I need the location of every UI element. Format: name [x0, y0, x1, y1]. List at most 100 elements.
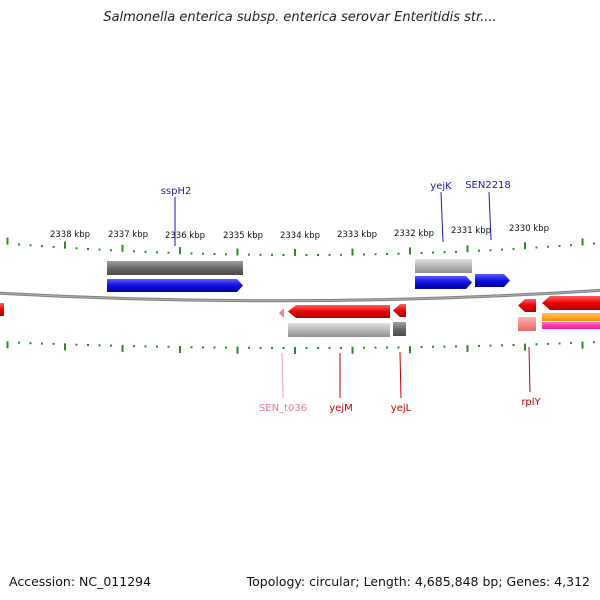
ruler-label: 2337 kbp: [108, 230, 148, 240]
ruler-tick-minor: [420, 252, 423, 254]
ruler-tick-minor: [98, 344, 101, 347]
gene-orange-block[interactable]: [542, 313, 600, 321]
ruler-tick-minor: [259, 253, 262, 256]
cds-left-edge[interactable]: [0, 303, 4, 316]
ruler-tick-minor: [317, 254, 319, 256]
ruler-tick-minor: [225, 346, 227, 349]
ruler-tick-minor: [133, 345, 135, 348]
ruler-tick-major: [179, 247, 181, 255]
ruler-tick-minor: [144, 345, 147, 348]
accession-text: Accession: NC_011294: [9, 574, 152, 589]
genome-summary-text: Topology: circular; Length: 4,685,848 bp…: [246, 574, 590, 589]
ruler-tick-major: [121, 344, 124, 352]
ruler-label: 2338 kbp: [50, 230, 90, 240]
ruler-tick-minor: [98, 248, 101, 251]
ruler-tick-minor: [512, 344, 515, 346]
ruler-tick-major: [236, 248, 239, 256]
ruler-tick-minor: [52, 342, 55, 345]
ruler-tick-minor: [225, 253, 227, 256]
ruler-tick-minor: [29, 244, 32, 247]
ruler-label: 2331 kbp: [451, 226, 491, 236]
ruler-tick-minor: [282, 347, 285, 349]
ruler-tick-minor: [52, 245, 55, 248]
gene-label-yejK[interactable]: yejK: [430, 181, 452, 192]
ruler-tick-major: [294, 249, 296, 256]
gene-label-SEN_t036[interactable]: SEN_t036: [259, 403, 307, 414]
cds-SEN2218[interactable]: [475, 274, 510, 287]
ruler-tick-minor: [18, 341, 20, 344]
gene-label-SEN2218[interactable]: SEN2218: [465, 180, 511, 191]
gene-label-sspH2[interactable]: sspH2: [161, 186, 192, 197]
gene-pink-block[interactable]: [518, 317, 536, 331]
gene-gray-block[interactable]: [107, 261, 243, 275]
ruler-label: 2332 kbp: [394, 229, 434, 239]
ruler-tick-major: [121, 244, 124, 252]
ruler-tick-minor: [547, 245, 549, 248]
gene-label-yejM[interactable]: yejM: [329, 403, 352, 414]
ruler-tick-minor: [374, 253, 377, 256]
ruler-tick-minor: [271, 253, 273, 256]
ruler-tick-major: [64, 241, 66, 249]
ruler-tick-minor: [478, 249, 480, 252]
ruler-tick-major: [6, 341, 9, 349]
cds-yejK[interactable]: [415, 276, 472, 289]
ruler-ticks-top: [6, 237, 595, 256]
ruler-tick-minor: [248, 346, 250, 349]
ruler-tick-minor: [363, 253, 365, 256]
ruler-tick-major: [351, 248, 354, 256]
ruler-tick-minor: [432, 345, 434, 348]
gene-gray-block[interactable]: [393, 322, 406, 336]
cds-right-edge[interactable]: [542, 296, 600, 310]
ruler-tick-minor: [397, 252, 400, 255]
ruler-tick-minor: [593, 242, 595, 245]
ruler-tick-minor: [328, 253, 331, 256]
ruler-tick-major: [6, 237, 9, 245]
ruler-tick-minor: [386, 346, 388, 349]
rna-SEN_t036[interactable]: [279, 308, 284, 318]
ruler-tick-minor: [570, 244, 572, 247]
ruler-tick-minor: [489, 249, 492, 252]
gene-label-yejL[interactable]: yejL: [391, 403, 412, 414]
label-line-yejL: [399, 351, 402, 399]
ruler-tick-minor: [190, 346, 193, 349]
ruler-tick-minor: [282, 254, 285, 256]
ruler-tick-minor: [190, 252, 193, 255]
label-line-SEN2218: [488, 191, 492, 241]
ruler-tick-minor: [87, 248, 89, 250]
ruler-label: 2336 kbp: [165, 231, 205, 241]
ruler-tick-major: [581, 238, 584, 246]
ruler-tick-minor: [305, 254, 308, 256]
ruler-tick-minor: [18, 243, 20, 246]
ruler-tick-minor: [420, 346, 423, 348]
ruler-tick-major: [409, 346, 411, 354]
gene-gray-block[interactable]: [415, 259, 472, 273]
ruler-tick-minor: [75, 247, 78, 250]
cds-yejL[interactable]: [393, 304, 406, 317]
gene-gray-block[interactable]: [288, 323, 390, 337]
ruler-label: 2335 kbp: [223, 231, 263, 241]
ruler-tick-minor: [213, 253, 216, 255]
cds-sspH2[interactable]: [107, 279, 243, 292]
ruler-tick-minor: [478, 344, 480, 347]
gene-label-rplY[interactable]: rplY: [521, 397, 541, 408]
ruler-tick-minor: [167, 251, 170, 254]
ruler-tick-minor: [317, 347, 319, 349]
ruler-tick-minor: [547, 342, 549, 345]
ruler-tick-minor: [340, 346, 342, 349]
ruler-tick-major: [351, 346, 354, 354]
ruler-tick-minor: [110, 344, 112, 347]
ruler-tick-minor: [271, 346, 273, 349]
ruler-tick-minor: [501, 344, 503, 347]
ruler-tick-minor: [156, 345, 158, 348]
cds-rplY[interactable]: [518, 299, 536, 312]
ruler-tick-minor: [455, 250, 457, 253]
ruler-tick-major: [581, 341, 584, 349]
gene-magenta-block[interactable]: [542, 322, 600, 329]
ruler-label: 2333 kbp: [337, 230, 377, 240]
ruler-tick-minor: [558, 245, 561, 247]
ruler-tick-minor: [501, 248, 503, 251]
ruler-tick-minor: [41, 342, 43, 345]
ruler-tick-major: [524, 343, 526, 351]
ruler-tick-minor: [167, 345, 170, 348]
cds-yejM[interactable]: [288, 305, 390, 318]
